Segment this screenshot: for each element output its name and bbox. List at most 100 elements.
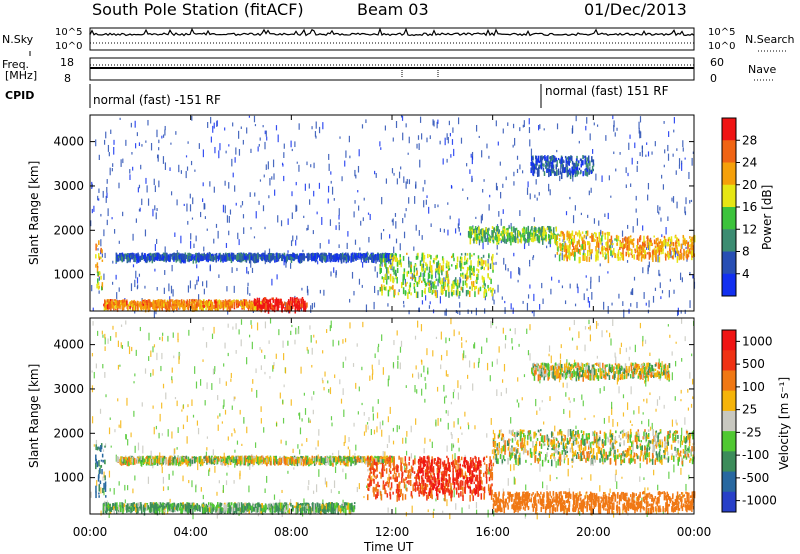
heat-cell	[132, 233, 134, 241]
heat-cell	[555, 461, 557, 468]
heat-cell	[252, 379, 254, 384]
heat-cell	[371, 475, 373, 484]
heat-cell	[497, 225, 499, 231]
heat-cell	[393, 340, 395, 346]
heat-cell	[406, 252, 408, 255]
heat-cell	[311, 364, 313, 368]
heat-cell	[203, 255, 205, 261]
heat-cell	[542, 435, 544, 443]
heat-cell	[528, 238, 530, 243]
heat-cell	[526, 328, 528, 334]
heat-cell	[277, 253, 279, 257]
heat-cell	[111, 168, 113, 172]
heat-cell	[380, 258, 382, 265]
heat-cell	[618, 293, 620, 299]
heat-cell	[255, 211, 257, 219]
heat-cell	[465, 282, 467, 286]
heat-cell	[684, 417, 686, 425]
heat-cell	[453, 148, 455, 157]
heat-cell	[681, 163, 683, 171]
heat-cell	[603, 301, 605, 310]
heat-cell	[629, 235, 632, 238]
heat-cell	[194, 300, 196, 306]
heat-cell	[579, 233, 582, 237]
heat-cell	[574, 205, 576, 211]
heat-cell	[206, 228, 208, 231]
heat-cell	[302, 253, 305, 260]
heat-cell	[382, 420, 384, 426]
heat-cell	[429, 260, 431, 268]
heat-cell	[581, 231, 584, 234]
heat-cell	[344, 256, 347, 261]
heat-cell	[379, 421, 381, 430]
heat-cell	[105, 304, 107, 310]
heat-cell	[523, 120, 525, 128]
heat-cell	[285, 260, 287, 268]
heat-cell	[614, 352, 616, 358]
heat-cell	[586, 164, 588, 170]
heat-cell	[410, 453, 413, 459]
heat-cell	[529, 284, 531, 289]
heat-cell	[279, 392, 281, 399]
heat-cell	[675, 240, 677, 243]
heat-cell	[579, 251, 582, 256]
heat-cell	[91, 416, 94, 424]
heat-cell	[454, 281, 456, 285]
heat-cell	[219, 413, 221, 417]
heat-cell	[314, 252, 316, 260]
heat-cell	[469, 231, 472, 239]
heat-cell	[104, 371, 106, 378]
heat-cell	[473, 342, 476, 349]
heat-cell	[254, 252, 256, 259]
heat-cell	[467, 230, 470, 238]
heat-cell	[560, 246, 563, 252]
heat-cell	[225, 242, 228, 248]
y-tick-label: 2000	[53, 223, 84, 237]
heat-cell	[293, 253, 295, 258]
heat-cell	[565, 211, 568, 216]
heat-cell	[176, 250, 178, 255]
heat-cell	[202, 359, 204, 362]
heat-cell	[487, 230, 489, 236]
heat-cell	[299, 427, 302, 435]
heat-cell	[282, 254, 285, 258]
heat-cell	[452, 127, 454, 133]
heat-cell	[563, 233, 566, 241]
heat-cell	[403, 231, 406, 239]
heat-cell	[488, 255, 490, 258]
heat-cell	[159, 337, 161, 340]
heat-cell	[239, 300, 242, 306]
heat-cell	[188, 299, 191, 304]
heat-cell	[263, 174, 265, 178]
heat-cell	[398, 289, 400, 293]
heat-cell	[262, 125, 264, 128]
heat-cell	[361, 366, 363, 371]
heat-cell	[589, 325, 591, 330]
heat-cell	[376, 271, 378, 278]
heat-cell	[688, 171, 690, 180]
heat-cell	[108, 511, 110, 518]
heat-cell	[503, 226, 506, 231]
heat-cell	[192, 254, 194, 259]
heat-cell	[544, 155, 546, 161]
heat-cell	[421, 235, 423, 240]
heat-cell	[283, 353, 285, 361]
heat-cell	[285, 440, 287, 446]
heat-cell	[457, 380, 459, 388]
heat-cell	[154, 300, 157, 305]
heat-cell	[290, 140, 292, 148]
heat-cell	[256, 389, 258, 398]
heat-cell	[161, 135, 163, 139]
heat-cell	[262, 252, 264, 257]
heat-cell	[145, 177, 147, 184]
heat-cell	[425, 262, 427, 267]
heat-cell	[415, 365, 417, 370]
heat-cell	[467, 422, 469, 426]
heat-cell	[408, 179, 411, 185]
heat-cell	[315, 340, 317, 344]
heat-cell	[405, 291, 407, 294]
heat-cell	[516, 155, 519, 160]
heat-cell	[259, 137, 261, 141]
heat-cell	[147, 256, 149, 261]
heat-cell	[371, 256, 374, 262]
